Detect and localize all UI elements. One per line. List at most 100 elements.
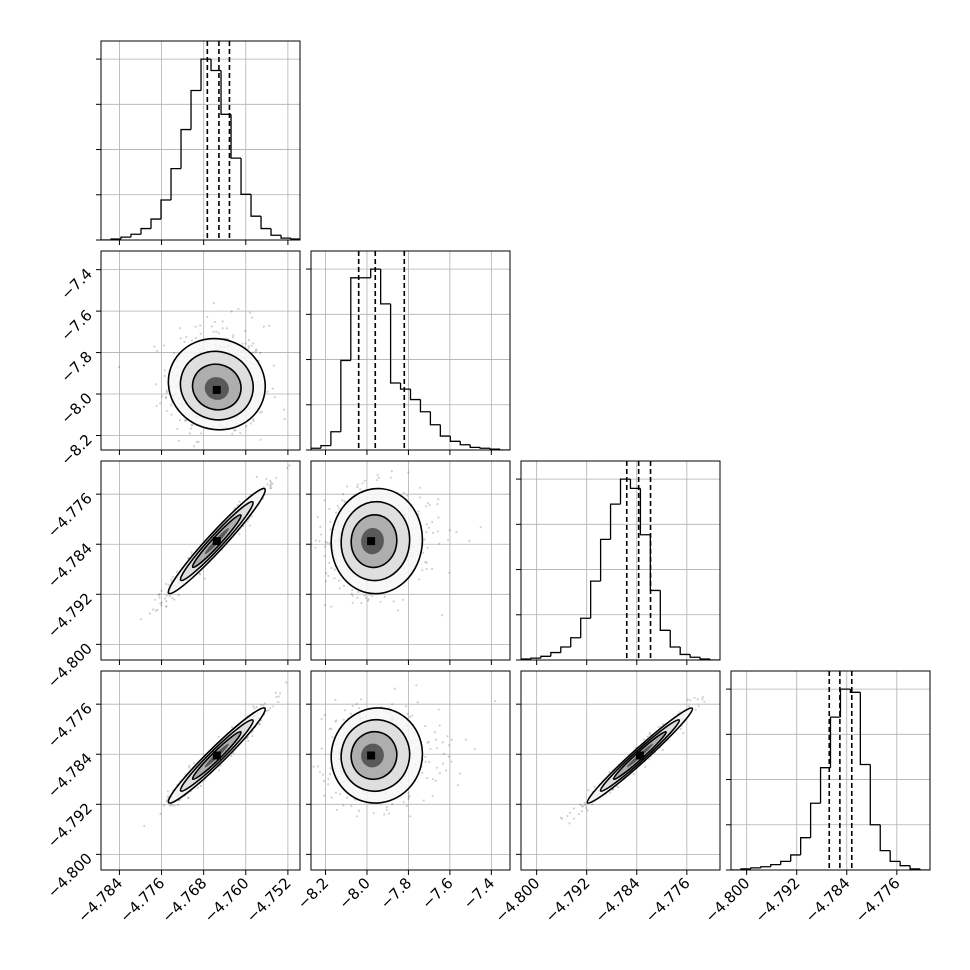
hist-bar (619, 478, 631, 505)
hist-bar (649, 534, 661, 592)
sample-point (323, 794, 326, 797)
sample-point (165, 594, 168, 597)
hist-bar (230, 114, 242, 159)
y-tick-label: −7.6 (57, 306, 95, 344)
sample-point (316, 765, 320, 768)
sample-point (359, 488, 362, 491)
sample-point (165, 605, 168, 608)
hist-bar (240, 158, 252, 195)
sample-point (259, 351, 262, 355)
sample-point (254, 351, 257, 354)
sample-point (358, 707, 361, 710)
sample-point (431, 778, 434, 781)
hist-bar (290, 238, 300, 240)
hist-bar (220, 70, 232, 115)
hist-bar (130, 233, 142, 238)
sample-point (342, 584, 346, 588)
x-tick-label: −4.760 (201, 874, 253, 926)
sample-point (271, 387, 274, 390)
sample-point (363, 479, 366, 482)
y-tick-label: −8.0 (57, 389, 95, 427)
hist-bar (170, 167, 182, 201)
sample-point (318, 771, 322, 774)
hist-bar (210, 59, 222, 72)
sample-point (197, 440, 200, 443)
sample-point (159, 812, 162, 816)
sample-point (345, 485, 349, 488)
hist-bar (629, 479, 641, 490)
sample-point (303, 591, 305, 593)
sample-point (199, 324, 202, 327)
sample-point (334, 698, 337, 701)
sample-point (687, 705, 691, 708)
sample-point (247, 345, 250, 348)
sample-point (154, 383, 157, 386)
sample-point (377, 476, 380, 479)
y-tick-label: −4.776 (44, 699, 96, 751)
sample-point (405, 705, 408, 708)
sample-point (255, 348, 258, 351)
sample-point (435, 738, 438, 741)
sample-point (360, 602, 363, 605)
sample-point (320, 718, 323, 721)
sample-point (262, 486, 265, 489)
axes-frame (310, 250, 511, 451)
sample-point (158, 596, 161, 599)
x-tick-label: −8.0 (335, 874, 373, 912)
sample-point (341, 493, 345, 496)
sample-point (312, 765, 315, 768)
axes-frame (100, 460, 301, 661)
sample-point (357, 809, 360, 812)
axes-frame (310, 670, 511, 871)
sample-point (447, 538, 450, 541)
sample-point (272, 705, 275, 708)
sample-point (435, 747, 439, 750)
sample-point (165, 409, 168, 412)
sample-point (157, 593, 160, 597)
sample-point (418, 578, 421, 581)
hist-bar (429, 411, 441, 426)
sample-point (327, 778, 330, 781)
sample-point (266, 390, 269, 393)
x-tick-label: −8.2 (294, 874, 332, 912)
sample-point (279, 692, 282, 695)
sample-point (171, 575, 174, 579)
sample-point (473, 748, 476, 751)
sample-point (361, 482, 364, 485)
sample-point (183, 340, 186, 343)
sample-point (427, 740, 430, 744)
sample-point (286, 466, 289, 470)
hist-bar (909, 865, 921, 870)
hist-bar (439, 424, 451, 437)
sample-point (416, 701, 419, 704)
sample-point (583, 804, 587, 807)
sample-point (351, 588, 354, 592)
sample-point (458, 772, 462, 775)
sample-point (152, 608, 155, 611)
sample-point (334, 791, 337, 794)
sample-point (432, 531, 435, 535)
sample-point (243, 329, 247, 332)
sample-point (328, 561, 331, 565)
sample-point (266, 483, 269, 486)
x-tick-label: −7.4 (460, 874, 498, 912)
axes-frame (520, 460, 721, 661)
sample-point (682, 732, 685, 735)
sample-point (193, 445, 196, 448)
sample-point (338, 579, 341, 582)
sample-point (156, 350, 159, 353)
sample-point (155, 404, 158, 407)
hist-bar (609, 503, 621, 540)
sample-point (455, 531, 458, 534)
sample-point (441, 762, 445, 765)
sample-point (434, 779, 437, 783)
x-tick-label: −4.792 (542, 874, 594, 926)
scatter-panel-3-1 (310, 670, 511, 871)
sample-point (611, 788, 615, 791)
sample-point (269, 707, 272, 710)
sample-point (580, 810, 583, 813)
hist-bar (699, 657, 711, 660)
sample-point (169, 804, 172, 807)
sample-point (269, 484, 272, 488)
hist-bar (550, 651, 561, 657)
